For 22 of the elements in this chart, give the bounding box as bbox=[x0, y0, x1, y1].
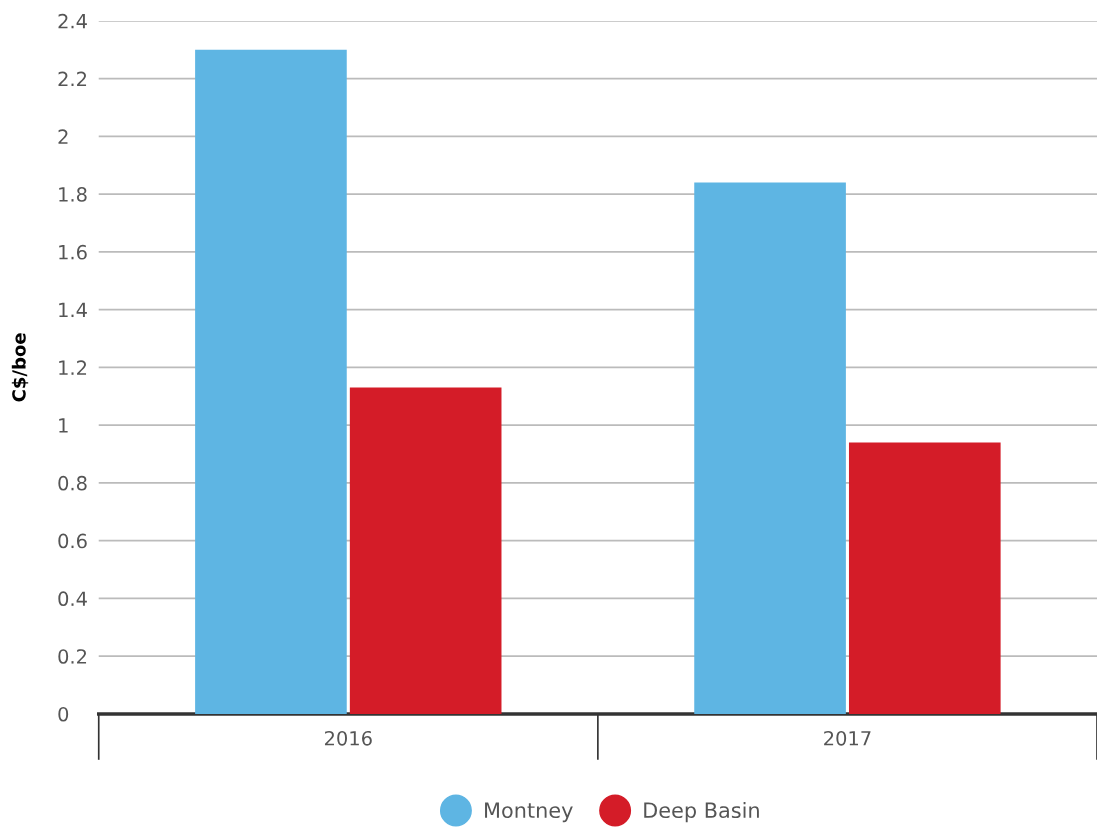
y-tick-label: 2.4 bbox=[58, 13, 87, 29]
bar bbox=[848, 442, 1001, 714]
legend-label: Montney bbox=[485, 802, 573, 823]
y-tick-label: 2 bbox=[58, 129, 68, 144]
y-tick-label: 0.2 bbox=[58, 649, 87, 664]
y-tick-label: 0.8 bbox=[58, 475, 87, 491]
y-tick-label: 1.2 bbox=[59, 360, 87, 375]
x-tick-label: 2017 bbox=[824, 730, 871, 746]
y-tick-label: 2.2 bbox=[58, 71, 87, 87]
y-tick-label: 1.4 bbox=[59, 302, 87, 318]
y-tick-label: 0.4 bbox=[58, 591, 87, 607]
y-axis-title: C$/boe bbox=[11, 333, 29, 402]
y-tick-label: 1.8 bbox=[59, 187, 87, 202]
legend-label: Deep Basin bbox=[644, 801, 759, 823]
y-tick-label: 1 bbox=[59, 418, 68, 433]
bar bbox=[195, 49, 347, 714]
y-tick-label: 1.6 bbox=[59, 244, 87, 260]
y-tick-label: 0.6 bbox=[58, 533, 87, 549]
y-tick-label: 0 bbox=[58, 706, 69, 722]
bar bbox=[694, 182, 846, 714]
x-tick-label: 2016 bbox=[324, 730, 372, 746]
bar bbox=[349, 387, 502, 714]
